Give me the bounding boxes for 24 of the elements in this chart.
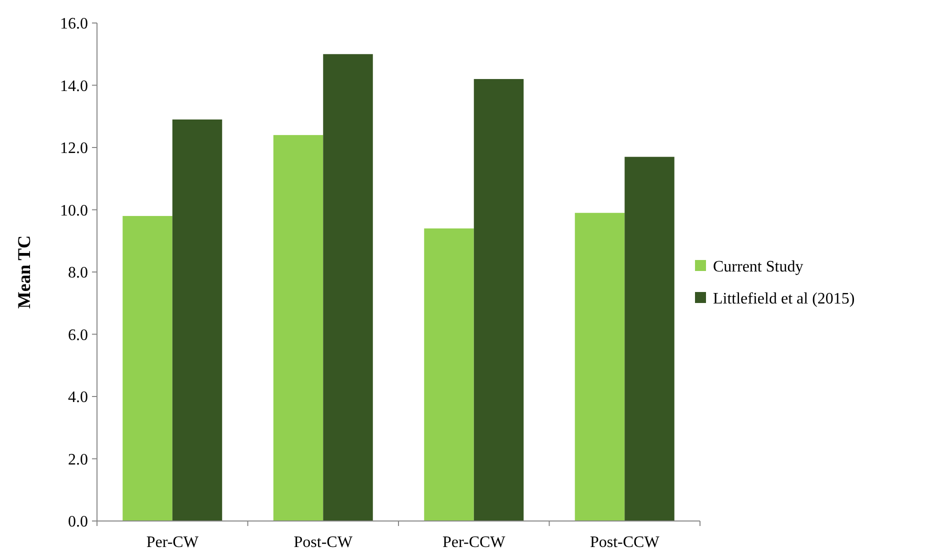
y-tick-label: 6.0 <box>68 326 88 344</box>
bar <box>172 119 222 521</box>
bar <box>574 212 625 521</box>
y-axis-title: Mean TC <box>14 235 34 309</box>
x-tick-label: Per-CCW <box>442 534 506 551</box>
y-tick-label: 14.0 <box>60 78 88 95</box>
bar <box>424 228 474 521</box>
x-tick-label: Post-CW <box>294 534 354 551</box>
legend-label: Current Study <box>713 258 804 276</box>
x-tick-label: Per-CW <box>146 534 200 551</box>
bar <box>273 135 324 521</box>
legend-label: Littlefield et al (2015) <box>713 290 855 308</box>
bar <box>323 54 373 521</box>
y-tick-label: 0.0 <box>68 514 88 531</box>
bar <box>474 79 524 521</box>
y-tick-label: 2.0 <box>68 451 88 468</box>
y-tick-label: 8.0 <box>68 264 88 282</box>
x-tick-label: Post-CCW <box>590 534 660 551</box>
y-tick-label: 10.0 <box>60 202 88 220</box>
bar <box>624 156 674 521</box>
y-tick-label: 12.0 <box>60 140 88 158</box>
y-tick-label: 16.0 <box>60 16 88 33</box>
y-tick-label: 4.0 <box>68 389 88 406</box>
bar <box>122 216 172 521</box>
